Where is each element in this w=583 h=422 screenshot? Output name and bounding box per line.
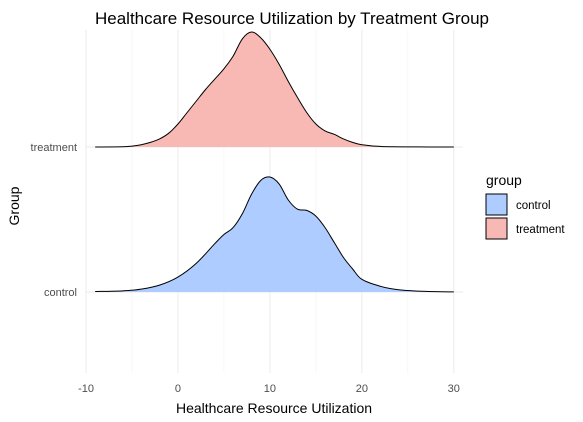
y-tick-labels: control treatment [31, 142, 77, 299]
chart-title: Healthcare Resource Utilization by Treat… [95, 9, 489, 28]
y-tick-label-treatment: treatment [31, 142, 77, 154]
x-tick-label: -10 [78, 383, 94, 395]
ridge-fill-treatment [95, 31, 454, 147]
legend: group control treatment [485, 172, 565, 240]
ridge-outline-treatment [95, 31, 454, 148]
ridges [95, 31, 454, 293]
legend-label-treatment: treatment [516, 224, 565, 236]
legend-title: group [486, 172, 522, 188]
legend-label-control: control [516, 200, 551, 212]
legend-key-treatment [485, 217, 508, 240]
x-axis-title: Healthcare Resource Utilization [176, 400, 372, 416]
legend-key-control [485, 193, 508, 216]
x-tick-labels: -10 0 10 20 30 [78, 383, 460, 395]
x-tick-label: 10 [264, 383, 276, 395]
ridge-fill-control [95, 176, 454, 292]
x-tick-label: 0 [175, 383, 181, 395]
x-tick-label: 20 [356, 383, 368, 395]
x-tick-label: 30 [448, 383, 460, 395]
ridge-outline-control [95, 176, 454, 293]
y-axis-title: Group [6, 186, 22, 225]
y-tick-label-control: control [44, 287, 77, 299]
